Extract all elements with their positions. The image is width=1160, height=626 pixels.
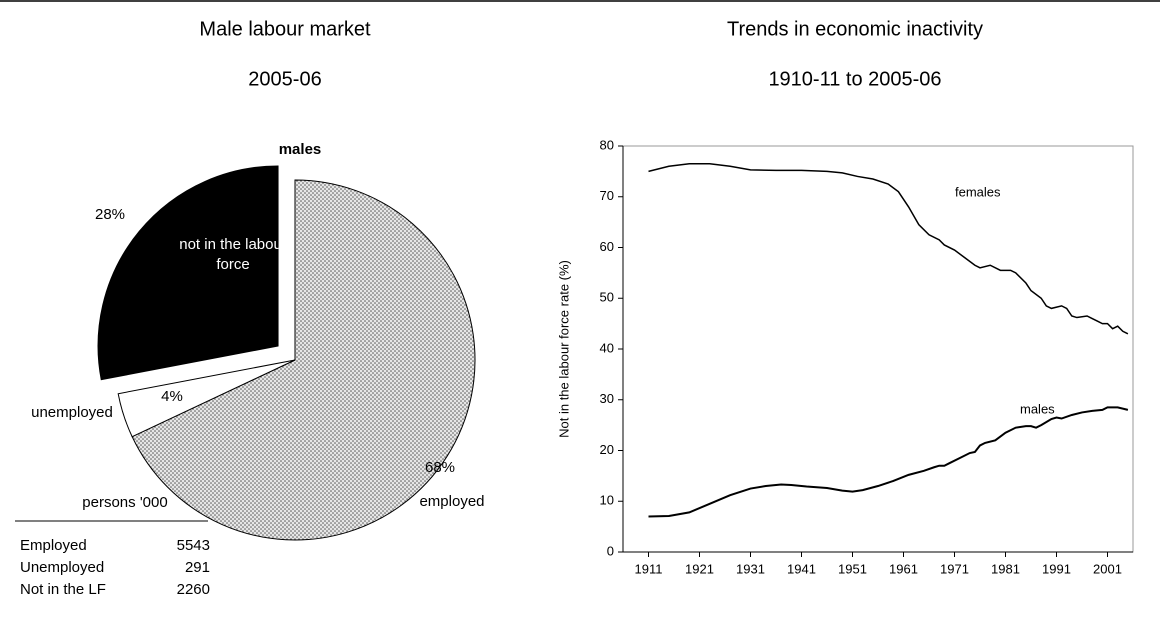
chart-title: Trends in economic inactivity <box>727 18 983 40</box>
y-tick-label: 10 <box>600 493 614 508</box>
slice-label: unemployed <box>31 404 113 421</box>
slice-label-box: not in the labour force <box>179 236 287 273</box>
table-cell: Employed <box>20 537 87 554</box>
slice-label: not in the labour force <box>179 236 287 273</box>
value-label: 28% <box>95 206 125 223</box>
table-cell: Unemployed <box>20 559 104 576</box>
y-tick-label: 70 <box>600 188 614 203</box>
x-tick-label: 1931 <box>736 561 765 576</box>
x-tick-label: 2001 <box>1093 561 1122 576</box>
line-series <box>648 406 1129 518</box>
y-tick-label: 50 <box>600 290 614 305</box>
y-tick-label: 80 <box>600 137 614 152</box>
x-tick-label: 1961 <box>889 561 918 576</box>
table-cell: Not in the LF <box>20 581 106 598</box>
chart-title: Male labour market <box>199 18 371 40</box>
x-tick-label: 1981 <box>991 561 1020 576</box>
pie-label: males <box>279 141 322 158</box>
y-tick-label: 30 <box>600 391 614 406</box>
line-series <box>648 163 1129 335</box>
x-tick-label: 1991 <box>1042 561 1071 576</box>
chart-subtitle: 2005-06 <box>248 68 321 90</box>
table-cell: 2260 <box>177 581 210 598</box>
y-axis-label: Not in the labour force rate (%) <box>556 260 571 438</box>
y-tick-label: 40 <box>600 340 614 355</box>
table-header: persons '000 <box>82 494 167 511</box>
pie-slice <box>117 359 296 438</box>
pie-slice <box>97 165 279 381</box>
series-label: males <box>1020 401 1055 416</box>
x-tick-label: 1941 <box>787 561 816 576</box>
y-tick-label: 0 <box>607 543 614 558</box>
x-tick-label: 1971 <box>940 561 969 576</box>
slice-label: employed <box>419 493 484 510</box>
table-cell: 291 <box>185 559 210 576</box>
pie-slice <box>131 179 476 541</box>
value-label: 68% <box>425 459 455 476</box>
value-label: 4% <box>161 388 183 405</box>
plot-frame <box>622 145 1134 553</box>
x-tick-label: 1951 <box>838 561 867 576</box>
x-tick-label: 1911 <box>635 561 663 576</box>
y-tick-label: 60 <box>600 239 614 254</box>
table-cell: 5543 <box>177 537 210 554</box>
chart-subtitle: 1910-11 to 2005-06 <box>768 68 941 90</box>
y-tick-label: 20 <box>600 442 614 457</box>
series-label: females <box>955 184 1001 199</box>
x-tick-label: 1921 <box>685 561 714 576</box>
